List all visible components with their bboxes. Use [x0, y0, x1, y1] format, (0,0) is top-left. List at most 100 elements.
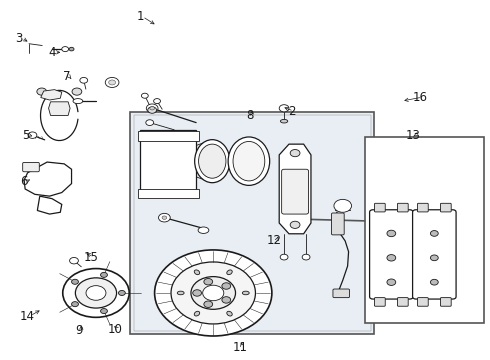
FancyBboxPatch shape — [369, 210, 413, 299]
Circle shape — [37, 88, 47, 95]
Text: 3: 3 — [16, 32, 23, 45]
Ellipse shape — [194, 270, 200, 275]
Circle shape — [72, 279, 78, 284]
FancyBboxPatch shape — [130, 112, 374, 334]
Circle shape — [430, 230, 438, 236]
Circle shape — [155, 250, 272, 336]
Circle shape — [204, 301, 213, 307]
Text: 12: 12 — [267, 234, 282, 247]
Circle shape — [119, 291, 125, 296]
Circle shape — [109, 80, 116, 85]
Ellipse shape — [280, 120, 288, 123]
FancyBboxPatch shape — [138, 131, 198, 141]
Circle shape — [147, 104, 158, 113]
Text: 16: 16 — [413, 91, 427, 104]
Circle shape — [280, 254, 288, 260]
Circle shape — [105, 77, 119, 87]
FancyBboxPatch shape — [331, 213, 344, 235]
Circle shape — [63, 269, 129, 318]
Text: 15: 15 — [84, 251, 98, 264]
Text: 6: 6 — [21, 175, 28, 188]
Ellipse shape — [243, 291, 249, 295]
FancyBboxPatch shape — [134, 115, 370, 331]
Ellipse shape — [228, 137, 270, 185]
FancyBboxPatch shape — [417, 298, 428, 306]
FancyBboxPatch shape — [282, 169, 309, 214]
Ellipse shape — [194, 311, 200, 316]
FancyBboxPatch shape — [413, 210, 456, 299]
Circle shape — [100, 273, 107, 278]
Circle shape — [148, 107, 157, 113]
FancyBboxPatch shape — [333, 289, 349, 298]
Text: 2: 2 — [288, 105, 295, 118]
Text: 1: 1 — [136, 10, 144, 23]
Ellipse shape — [195, 140, 230, 183]
Circle shape — [387, 255, 396, 261]
Ellipse shape — [227, 270, 232, 275]
Circle shape — [154, 99, 160, 104]
Circle shape — [72, 88, 82, 95]
Circle shape — [70, 257, 78, 264]
FancyBboxPatch shape — [365, 137, 485, 323]
Circle shape — [100, 309, 107, 314]
Ellipse shape — [198, 227, 209, 233]
Circle shape — [69, 47, 74, 51]
FancyBboxPatch shape — [374, 298, 385, 306]
Polygon shape — [24, 162, 72, 196]
Ellipse shape — [73, 99, 83, 104]
Polygon shape — [37, 196, 62, 214]
Text: 14: 14 — [20, 310, 35, 323]
Circle shape — [86, 285, 106, 300]
Text: 11: 11 — [233, 341, 247, 354]
Text: 4: 4 — [48, 46, 56, 59]
Circle shape — [146, 120, 154, 126]
Text: 13: 13 — [406, 129, 421, 142]
Circle shape — [222, 297, 231, 303]
Ellipse shape — [198, 144, 226, 178]
Circle shape — [290, 149, 300, 157]
FancyBboxPatch shape — [138, 189, 198, 198]
Circle shape — [142, 93, 148, 98]
FancyBboxPatch shape — [441, 298, 451, 306]
Circle shape — [222, 283, 231, 289]
Text: 10: 10 — [108, 323, 123, 336]
Circle shape — [430, 279, 438, 285]
Circle shape — [80, 77, 88, 83]
Polygon shape — [279, 144, 311, 234]
FancyBboxPatch shape — [141, 130, 196, 192]
Circle shape — [290, 221, 300, 228]
Ellipse shape — [227, 311, 232, 316]
Ellipse shape — [177, 291, 184, 295]
Polygon shape — [49, 102, 70, 116]
Ellipse shape — [233, 141, 265, 181]
Circle shape — [72, 302, 78, 307]
FancyBboxPatch shape — [397, 203, 408, 212]
Circle shape — [75, 278, 117, 308]
Circle shape — [334, 199, 351, 212]
Circle shape — [430, 255, 438, 261]
FancyBboxPatch shape — [397, 298, 408, 306]
Circle shape — [62, 46, 69, 51]
Circle shape — [302, 254, 310, 260]
Circle shape — [387, 230, 396, 237]
Text: 7: 7 — [63, 70, 71, 83]
Circle shape — [203, 285, 224, 301]
Circle shape — [28, 132, 37, 138]
Circle shape — [387, 279, 396, 285]
Text: 8: 8 — [246, 109, 253, 122]
Text: 5: 5 — [23, 129, 30, 142]
Circle shape — [279, 105, 289, 112]
Circle shape — [191, 276, 236, 309]
FancyBboxPatch shape — [441, 203, 451, 212]
FancyBboxPatch shape — [417, 203, 428, 212]
Circle shape — [193, 290, 201, 296]
Circle shape — [204, 279, 213, 285]
Circle shape — [150, 107, 154, 110]
FancyBboxPatch shape — [23, 162, 39, 172]
FancyBboxPatch shape — [374, 203, 385, 212]
Circle shape — [171, 262, 255, 324]
Text: 9: 9 — [75, 324, 83, 337]
Circle shape — [159, 213, 170, 222]
Circle shape — [162, 216, 167, 219]
Polygon shape — [41, 90, 62, 100]
